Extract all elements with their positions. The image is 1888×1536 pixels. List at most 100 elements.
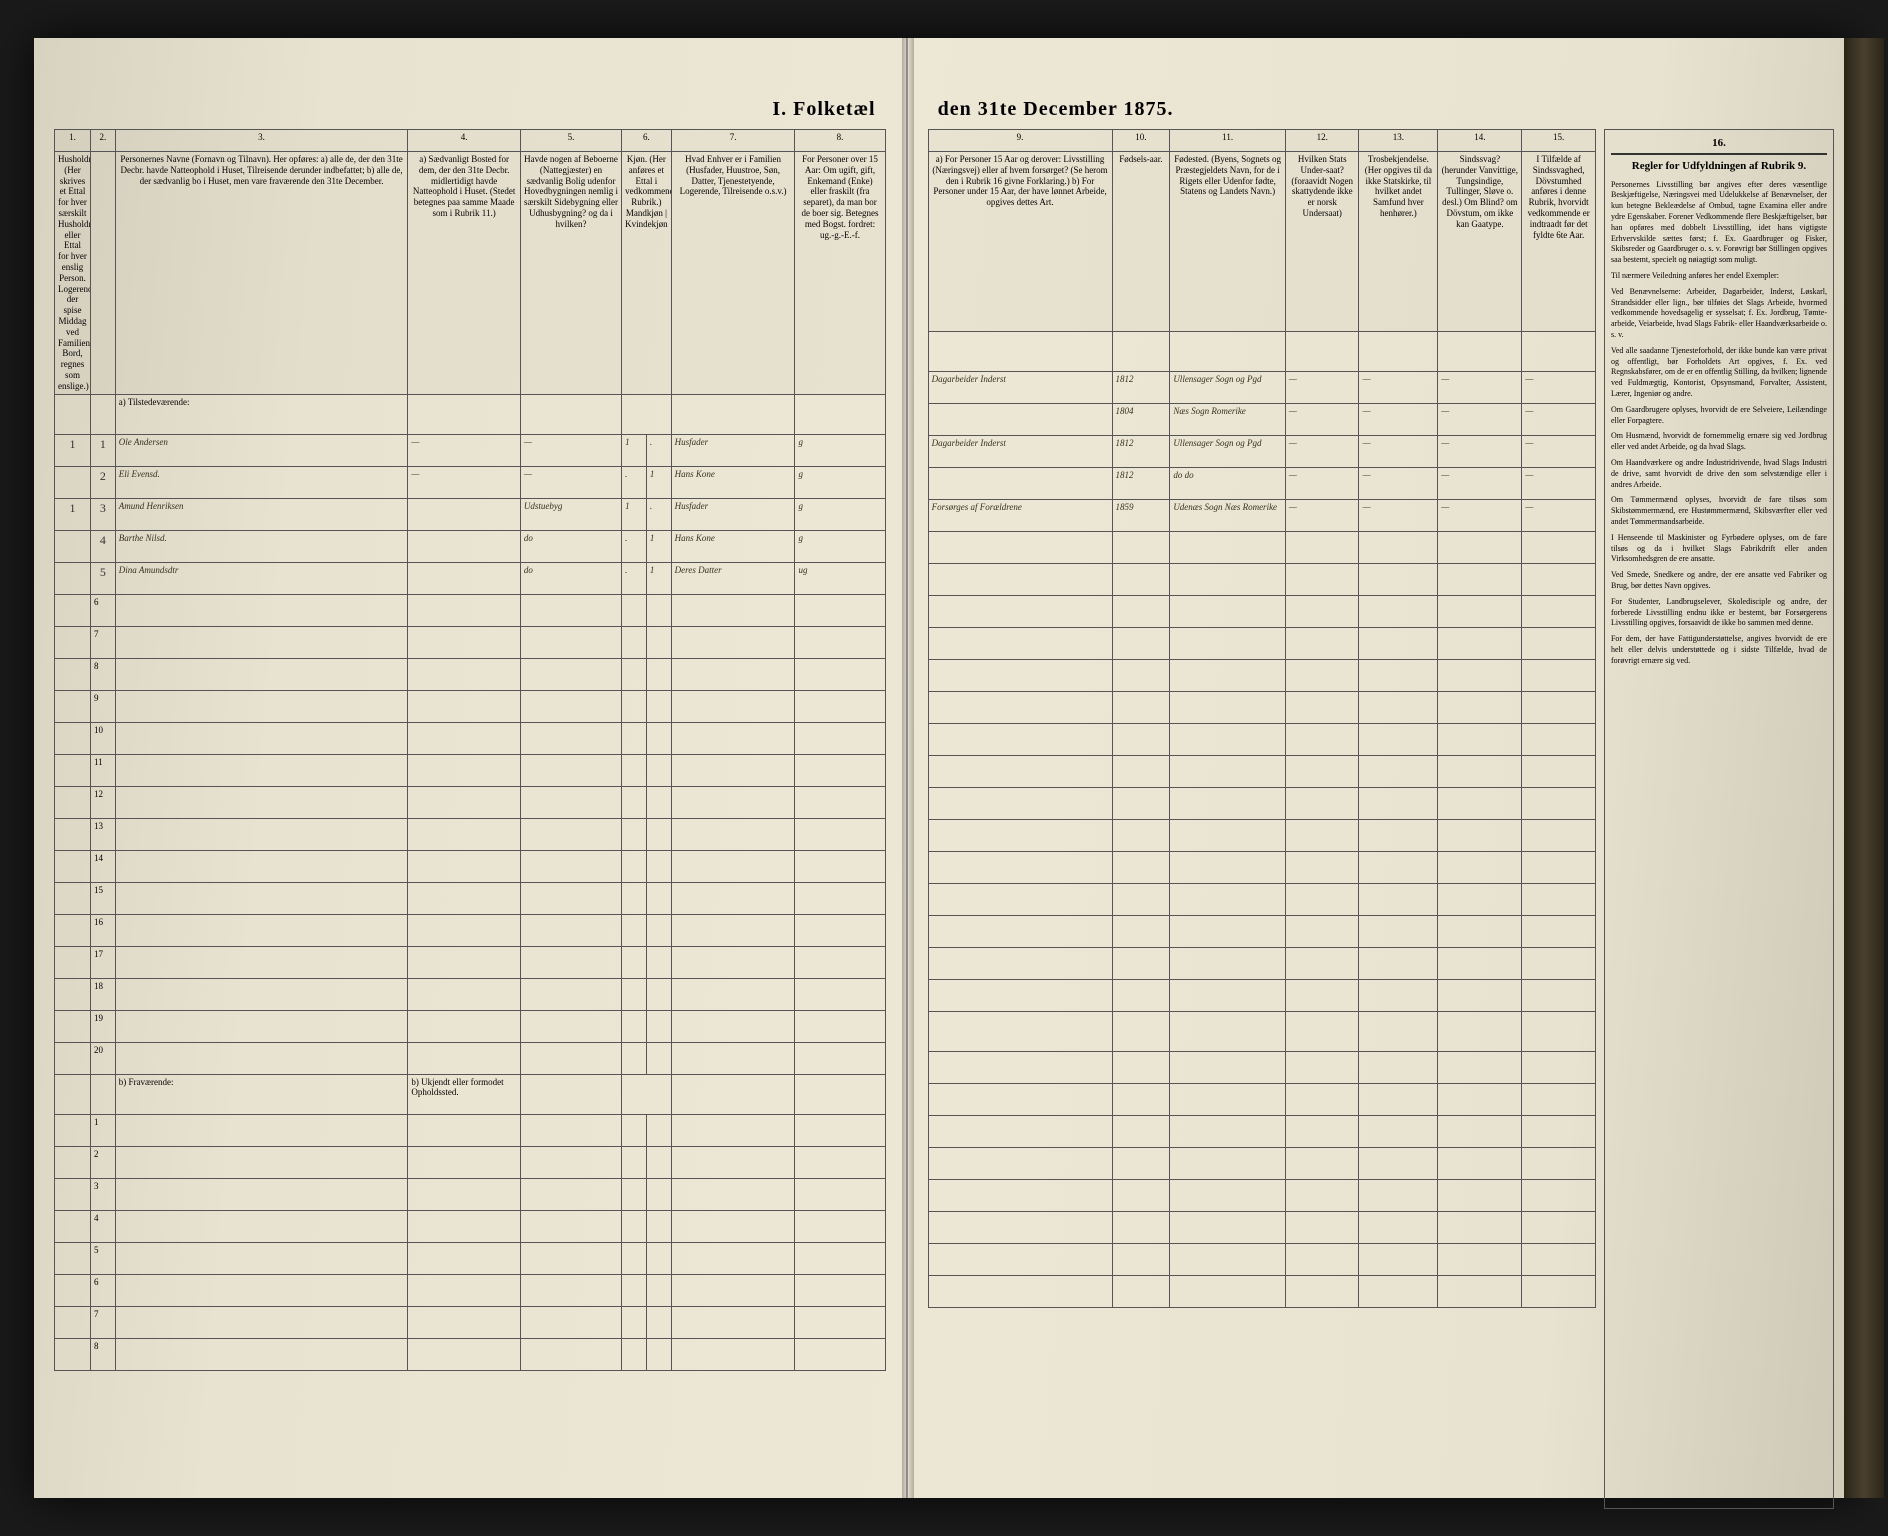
cell xyxy=(928,404,1112,436)
cell: do do xyxy=(1170,468,1286,500)
cell: — xyxy=(1285,436,1359,468)
colnum: 13. xyxy=(1359,130,1438,152)
colnum: 5. xyxy=(520,130,621,152)
cell: Hans Kone xyxy=(671,466,795,498)
section-b: b) Fraværende: xyxy=(115,1074,408,1114)
cell: Dina Amundsdtr xyxy=(115,562,408,594)
col-header: Havde nogen af Beboerne (Nattegjæster) e… xyxy=(520,152,621,395)
cell xyxy=(408,562,521,594)
cell: — xyxy=(1438,404,1522,436)
rubric-para: Ved alle saadanne Tjenesteforhold, der i… xyxy=(1611,346,1827,400)
cell: g xyxy=(795,434,885,466)
table-row xyxy=(928,660,1595,692)
cell: 1 xyxy=(646,562,671,594)
col-header: a) For Personer 15 Aar og derover: Livss… xyxy=(928,152,1112,332)
colnum: 14. xyxy=(1438,130,1522,152)
cell: — xyxy=(408,466,521,498)
rubric-para: Om Husmænd, hvorvidt de fornemmelig ernæ… xyxy=(1611,431,1827,453)
cell: Dagarbeider Inderst xyxy=(928,372,1112,404)
census-book: I. Folketæl 1.2.3.4.5.6.7.8. Husholdning… xyxy=(34,38,1854,1498)
table-row xyxy=(928,916,1595,948)
cell: Husfader xyxy=(671,498,795,530)
cell: — xyxy=(1522,500,1596,532)
table-row: 9 xyxy=(55,690,886,722)
cell: . xyxy=(646,434,671,466)
cell: — xyxy=(1522,468,1596,500)
table-row xyxy=(928,564,1595,596)
cell: Forsørges af Forældrene xyxy=(928,500,1112,532)
table-row: 4 xyxy=(55,1210,886,1242)
rubric-para: Personernes Livsstilling bør angives eft… xyxy=(1611,180,1827,266)
rubric-para: For dem, der have Fattigunderstøttelse, … xyxy=(1611,634,1827,666)
cell: — xyxy=(1438,500,1522,532)
table-row: 19 xyxy=(55,1010,886,1042)
table-row: 7 xyxy=(55,626,886,658)
table-row xyxy=(928,596,1595,628)
cell: do xyxy=(520,530,621,562)
cell: . xyxy=(622,466,647,498)
col-header: Hvad Enhver er i Familien (Husfader, Huu… xyxy=(671,152,795,395)
cell xyxy=(55,562,91,594)
table-row xyxy=(928,692,1595,724)
colnum: 11. xyxy=(1170,130,1286,152)
rubric-para: Om Gaardbrugere oplyses, hvorvidt de ere… xyxy=(1611,405,1827,427)
cell: Barthe Nilsd. xyxy=(115,530,408,562)
table-row: 6 xyxy=(55,594,886,626)
cell: 5 xyxy=(91,562,116,594)
cell: Husfader xyxy=(671,434,795,466)
section-a: a) Tilstedeværende: xyxy=(115,394,408,434)
table-row xyxy=(928,1116,1595,1148)
cell xyxy=(55,466,91,498)
cell: Ole Andersen xyxy=(115,434,408,466)
cell: — xyxy=(1522,436,1596,468)
section-b4: b) Ukjendt eller formodet Opholdssted. xyxy=(408,1074,521,1114)
table-row: 4Barthe Nilsd.do.1Hans Koneg xyxy=(55,530,886,562)
col-header: Kjøn. (Her anføres et Ettal i vedkommend… xyxy=(622,152,672,395)
table-row xyxy=(928,1244,1595,1276)
colnum: 8. xyxy=(795,130,885,152)
table-row xyxy=(928,532,1595,564)
cell: — xyxy=(520,434,621,466)
cell: Udenæs Sogn Næs Romerike xyxy=(1170,500,1286,532)
table-row: 14 xyxy=(55,850,886,882)
col-header: Fødested. (Byens, Sognets og Præstegjeld… xyxy=(1170,152,1286,332)
cell: 1859 xyxy=(1112,500,1170,532)
table-row xyxy=(928,1052,1595,1084)
table-row xyxy=(928,884,1595,916)
table-row: 5 xyxy=(55,1242,886,1274)
table-row: 18 xyxy=(55,978,886,1010)
cell: Næs Sogn Romerike xyxy=(1170,404,1286,436)
table-row: 15 xyxy=(55,882,886,914)
table-row xyxy=(928,724,1595,756)
book-binding xyxy=(1844,38,1884,1498)
cell: 1 xyxy=(646,530,671,562)
cell: Eli Evensd. xyxy=(115,466,408,498)
table-row: 2Eli Evensd.——.1Hans Koneg xyxy=(55,466,886,498)
table-row xyxy=(928,1180,1595,1212)
cell: — xyxy=(1285,372,1359,404)
rubric-para: Ved Benævnelserne: Arbeider, Dagarbeider… xyxy=(1611,287,1827,341)
table-row: 13 xyxy=(55,818,886,850)
cell: 3 xyxy=(91,498,116,530)
cell: . xyxy=(622,530,647,562)
col-header: a) Sædvanligt Bosted for dem, der den 31… xyxy=(408,152,521,395)
colnum: 9. xyxy=(928,130,1112,152)
colnum: 1. xyxy=(55,130,91,152)
col-header xyxy=(91,152,116,395)
table-row: 5Dina Amundsdtrdo.1Deres Datterug xyxy=(55,562,886,594)
table-row: 1804Næs Sogn Romerike———— xyxy=(928,404,1595,436)
table-row xyxy=(928,628,1595,660)
cell xyxy=(55,530,91,562)
cell: — xyxy=(1359,436,1438,468)
table-row xyxy=(928,756,1595,788)
cell: Ullensager Sogn og Pgd xyxy=(1170,436,1286,468)
colnum: 4. xyxy=(408,130,521,152)
table-row: 17 xyxy=(55,946,886,978)
table-row xyxy=(928,980,1595,1012)
colnum: 6. xyxy=(622,130,672,152)
cell: 1 xyxy=(622,498,647,530)
colnum: 15. xyxy=(1522,130,1596,152)
table-row: Dagarbeider Inderst1812Ullensager Sogn o… xyxy=(928,372,1595,404)
cell: — xyxy=(1285,500,1359,532)
page-title-right: den 31te December 1875. xyxy=(928,98,1834,121)
